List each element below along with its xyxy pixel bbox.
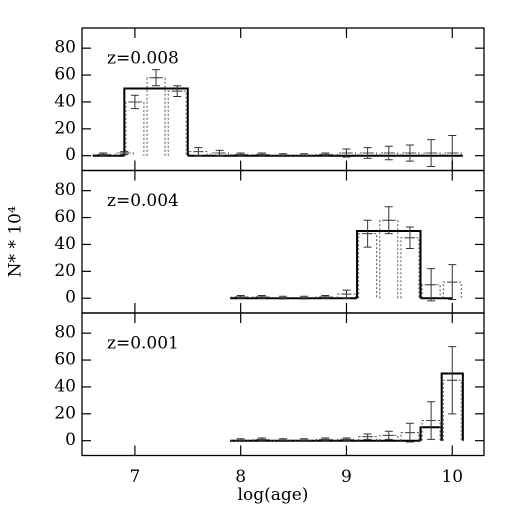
panel: [230, 206, 462, 302]
histogram-bar: [123, 87, 189, 156]
y-tick-label: 20: [54, 261, 76, 281]
error-bar: [151, 69, 162, 87]
histogram-bar: [356, 229, 422, 299]
error-bar: [447, 135, 458, 171]
error-box: [294, 297, 314, 299]
y-tick-label: 20: [54, 403, 76, 423]
error-box: [400, 432, 420, 441]
error-box: [315, 153, 335, 156]
error-bar: [362, 147, 373, 159]
error-box: [400, 152, 420, 156]
error-box: [442, 281, 462, 299]
error-bar: [256, 152, 267, 157]
error-bar: [383, 206, 394, 235]
error-bar: [383, 145, 394, 161]
error-box: [315, 438, 335, 441]
x-tick-label: 10: [441, 467, 463, 487]
error-bar: [98, 152, 109, 157]
error-bar: [214, 149, 225, 157]
panel: [230, 346, 464, 443]
y-tick-label: 40: [54, 234, 76, 254]
error-bar: [383, 430, 394, 440]
panel: [92, 69, 463, 171]
error-box: [379, 152, 399, 156]
error-box: [210, 152, 230, 156]
error-box: [252, 438, 272, 441]
error-box: [315, 296, 335, 299]
error-bar: [341, 437, 352, 442]
error-bar: [320, 295, 331, 299]
error-box: [125, 101, 145, 156]
error-box: [400, 237, 420, 299]
error-box: [252, 153, 272, 156]
error-bar: [404, 144, 415, 162]
y-tick-label: 80: [54, 38, 76, 58]
error-bar: [235, 152, 246, 157]
error-box: [188, 151, 208, 156]
error-box: [273, 439, 293, 441]
error-box: [421, 152, 441, 156]
y-tick-label: 40: [54, 376, 76, 396]
x-tick-label: 8: [235, 467, 246, 487]
error-box: [358, 233, 378, 299]
error-box: [231, 153, 251, 156]
y-tick-label: 80: [54, 323, 76, 343]
panel-title: z=0.008: [107, 49, 179, 69]
y-tick-label: 0: [65, 430, 76, 450]
error-bar: [426, 139, 437, 167]
x-axis-label: log(age): [238, 485, 309, 505]
x-tick-label: 7: [129, 467, 140, 487]
error-bar: [119, 151, 130, 155]
panel-title: z=0.004: [107, 191, 179, 211]
y-tick-label: 0: [65, 288, 76, 308]
panel-title: z=0.001: [107, 334, 179, 354]
error-bar: [256, 437, 267, 442]
error-bar: [129, 94, 140, 110]
panel-frame: [81, 312, 485, 457]
error-box: [231, 439, 251, 441]
error-bar: [426, 268, 437, 302]
error-box: [167, 90, 187, 156]
error-box: [358, 152, 378, 156]
y-tick-label: 20: [54, 118, 76, 138]
error-box: [336, 438, 356, 441]
error-box: [358, 436, 378, 441]
error-bar: [320, 437, 331, 442]
error-box: [93, 153, 113, 156]
y-tick-label: 60: [54, 207, 76, 227]
y-tick-label: 0: [65, 145, 76, 165]
error-box: [273, 297, 293, 299]
error-bar: [341, 148, 352, 158]
y-tick-label: 80: [54, 180, 76, 200]
y-tick-label: 40: [54, 91, 76, 111]
y-tick-label: 60: [54, 65, 76, 85]
x-tick-label: 9: [341, 467, 352, 487]
error-box: [273, 154, 293, 156]
error-bar: [320, 152, 331, 157]
error-box: [252, 296, 272, 299]
error-box: [421, 420, 441, 441]
error-box: [114, 152, 134, 156]
y-axis-label: N* * 10⁴: [6, 206, 26, 277]
error-bar: [235, 295, 246, 299]
error-box: [336, 293, 356, 299]
error-box: [442, 152, 462, 156]
error-box: [294, 154, 314, 156]
error-box: [336, 152, 356, 156]
error-box: [442, 379, 462, 441]
error-bar: [256, 295, 267, 299]
error-box: [231, 296, 251, 299]
error-box: [294, 439, 314, 441]
y-tick-label: 60: [54, 350, 76, 370]
